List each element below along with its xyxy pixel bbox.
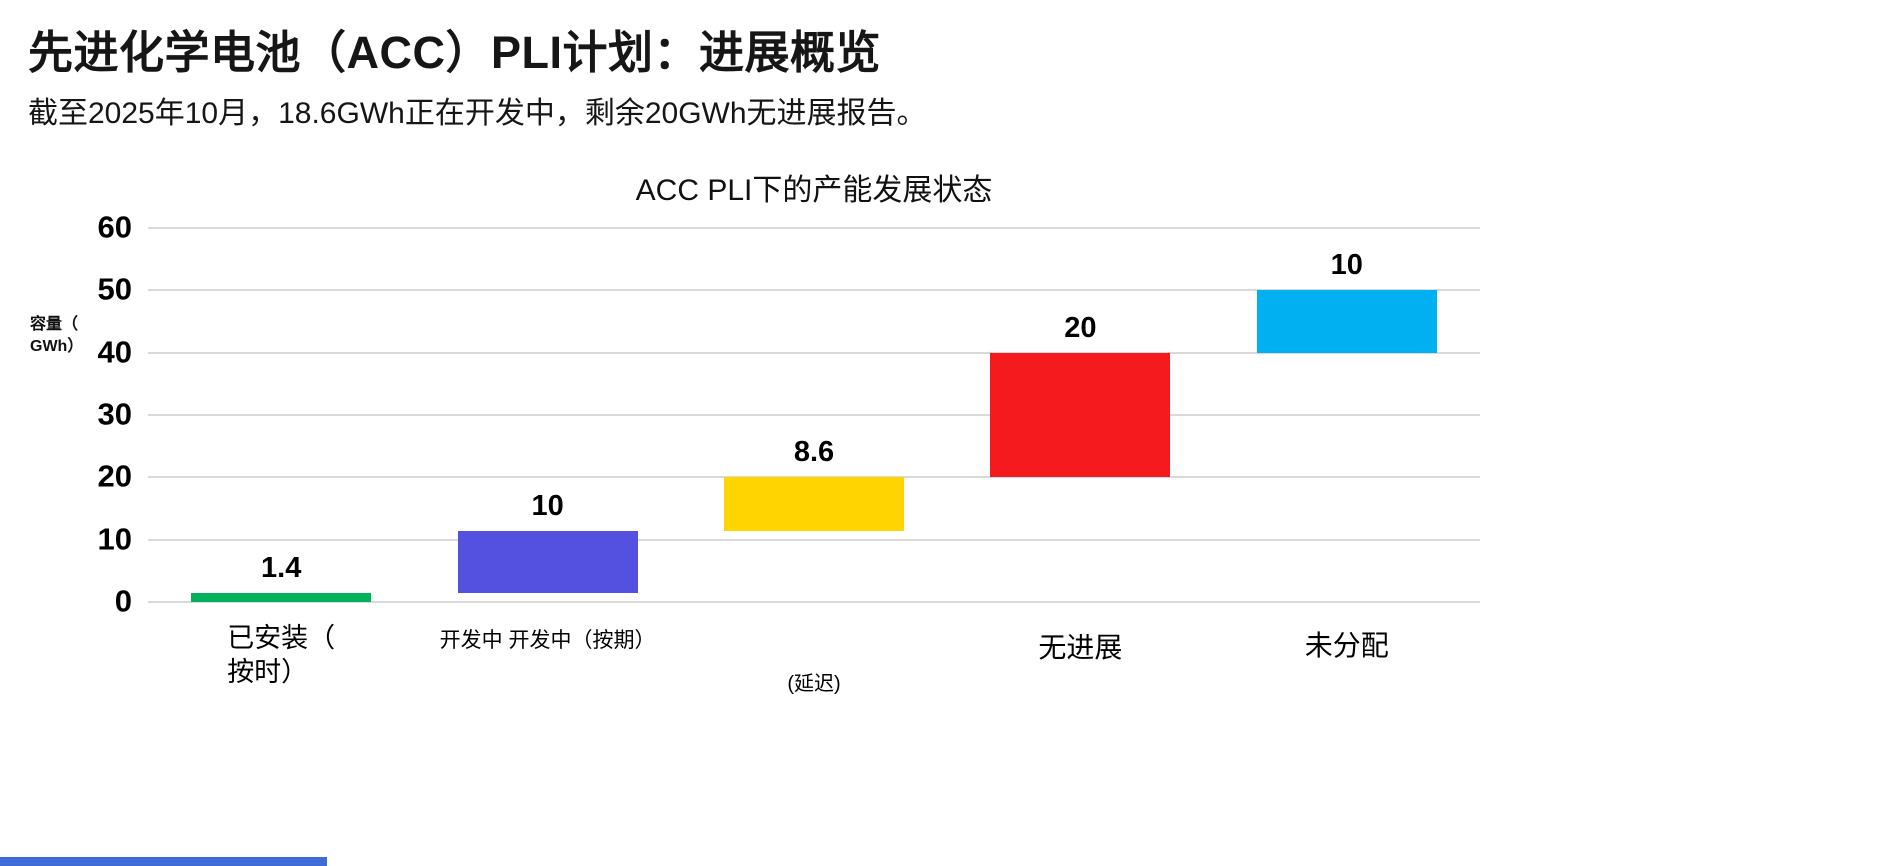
bar-value-label: 10 (531, 489, 564, 522)
y-tick-label: 50 (97, 271, 132, 307)
grid-line (148, 351, 1480, 354)
y-tick-label: 20 (97, 458, 132, 494)
footer-accent-bar (0, 857, 327, 866)
bar-segment-1 (457, 530, 638, 594)
grid-line (148, 227, 1480, 229)
bar-segment-0 (191, 593, 372, 602)
bar-segment-3 (990, 352, 1171, 478)
y-axis-title-line1: 容量（ (30, 316, 79, 333)
y-tick-label: 0 (114, 583, 132, 619)
x-tick-label: 已安装（ 按时） (227, 623, 336, 687)
y-tick-label: 10 (97, 520, 132, 556)
x-axis-labels: 已安装（ 按时） 开发中 开发中（按期） (延迟) 无进展 未分配 (148, 622, 1480, 732)
page-subtitle: 截至2025年10月，18.6GWh正在开发中，剩余20GWh无进展报告。 (28, 97, 927, 130)
x-tick-label: 开发中 开发中（按期） (439, 629, 656, 652)
x-tick-label: 无进展 (1038, 632, 1123, 663)
page-title: 先进化学电池（ACC）PLI计划：进展概览 (28, 27, 881, 78)
grid-line (148, 538, 1480, 541)
bar-value-label: 10 (1330, 249, 1363, 282)
grid-line (148, 414, 1480, 416)
grid-line (148, 601, 1480, 603)
y-tick-label: 40 (97, 333, 132, 369)
chart-title: ACC PLI下的产能发展状态 (635, 174, 993, 207)
y-axis-title: 容量（ GWh） (30, 314, 83, 357)
grid-line (148, 289, 1480, 292)
bar-value-label: 8.6 (793, 436, 835, 469)
bar-value-label: 20 (1064, 311, 1097, 344)
x-tick-label: 未分配 (1304, 630, 1389, 661)
bar-segment-4 (1256, 290, 1437, 353)
plot-area: 1.4 10 8.6 20 10 (148, 227, 1480, 603)
y-axis-ticks: 60 50 40 30 20 10 0 (0, 209, 138, 618)
x-tick-label: (延迟) (787, 673, 841, 695)
y-tick-label: 30 (97, 396, 132, 432)
y-tick-label: 60 (97, 209, 132, 245)
bar-segment-2 (724, 477, 904, 531)
bar-value-label: 1.4 (261, 552, 302, 585)
y-axis-title-line2: GWh） (30, 337, 84, 355)
